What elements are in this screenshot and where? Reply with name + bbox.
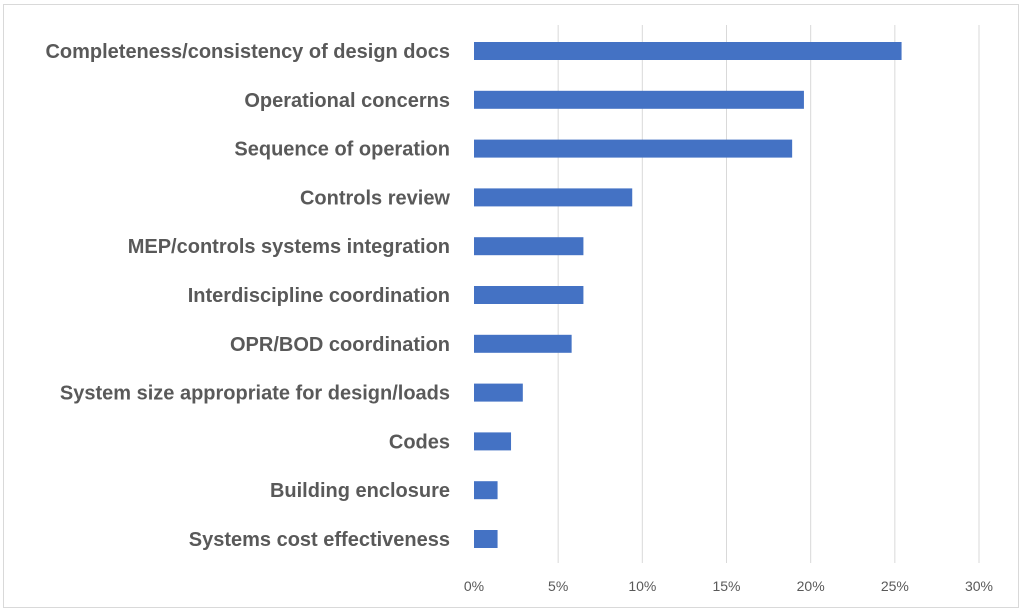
- bar: [474, 383, 523, 402]
- category-label: OPR/BOD coordination: [230, 334, 450, 356]
- x-tick-label: 0%: [464, 578, 484, 594]
- category-label: Completeness/consistency of design docs: [45, 41, 450, 63]
- bar: [474, 530, 498, 548]
- gridlines: [557, 25, 980, 563]
- category-label: Interdiscipline coordination: [188, 285, 450, 307]
- category-label: Codes: [389, 431, 450, 453]
- bar: [474, 334, 572, 353]
- category-label: MEP/controls systems integration: [128, 236, 450, 258]
- x-tick-label: 10%: [628, 578, 656, 594]
- category-label: Operational concerns: [244, 90, 450, 112]
- x-tick-label: 20%: [797, 578, 825, 594]
- x-tick-label: 5%: [548, 578, 568, 594]
- category-label: System size appropriate for design/loads: [60, 383, 450, 405]
- category-label: Building enclosure: [270, 480, 450, 502]
- x-tick-label: 15%: [712, 578, 740, 594]
- bar: [474, 139, 793, 158]
- category-label: Systems cost effectiveness: [189, 529, 450, 551]
- bar: [474, 237, 584, 256]
- x-axis-tick-labels: 0% 5% 10% 15% 20% 25% 30%: [464, 578, 993, 594]
- bar: [474, 188, 633, 207]
- x-tick-label: 30%: [965, 578, 993, 594]
- bar: [474, 90, 804, 109]
- bar: [474, 286, 584, 304]
- bar: [474, 42, 902, 60]
- category-label: Controls review: [300, 187, 450, 209]
- bar: [474, 432, 512, 451]
- bars: [474, 42, 902, 548]
- x-tick-label: 25%: [881, 578, 909, 594]
- bar: [474, 481, 498, 500]
- category-labels: Completeness/consistency of design docs O…: [45, 41, 450, 551]
- category-label: Sequence of operation: [234, 139, 450, 161]
